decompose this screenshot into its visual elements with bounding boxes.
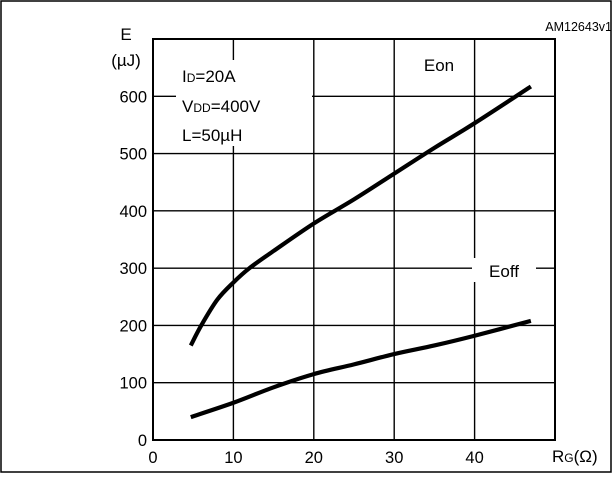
condition-vdd-symbol: V (182, 97, 194, 116)
data-curves (188, 84, 533, 420)
condition-inductance: L=50µH (182, 126, 242, 145)
series-label-eoff: Eoff (472, 258, 536, 282)
y-tick-label: 200 (119, 317, 147, 335)
grid-lines (153, 39, 555, 440)
series-label-eoff-text: Eoff (489, 262, 519, 281)
x-tick-label: 30 (385, 449, 403, 467)
plot-area-border (152, 38, 556, 441)
x-tick-label: 10 (224, 449, 242, 467)
x-axis-label: RG(Ω) (552, 447, 598, 466)
y-tick-label: 600 (119, 88, 147, 106)
x-tick-labels: 0 10 20 30 40 (148, 449, 483, 467)
condition-id-subscript: D (187, 71, 196, 85)
y-tick-labels: 0 100 200 300 400 500 600 (119, 88, 147, 450)
condition-supply-voltage: VDD=400V (182, 97, 261, 116)
y-axis-label: E (120, 25, 131, 44)
y-axis-unit: (µJ) (111, 51, 141, 70)
series-label-eon-text: Eon (424, 56, 454, 75)
y-tick-label: 300 (119, 260, 147, 278)
x-axis-label-subscript: G (564, 451, 573, 465)
series-label-eoff-background (472, 258, 536, 282)
figure-id: AM12643v1 (545, 20, 612, 34)
condition-id-value: =20A (195, 67, 236, 86)
x-tick-label: 40 (465, 449, 483, 467)
y-tick-label: 100 (119, 375, 147, 393)
conditions-background (176, 60, 312, 146)
series-label-eon-background (418, 52, 460, 76)
x-tick-label: 20 (305, 449, 323, 467)
test-conditions: ID=20A VDD=400V L=50µH (176, 60, 312, 146)
condition-drain-current: ID=20A (182, 67, 236, 86)
series-label-eon: Eon (418, 52, 460, 76)
x-axis-label-unit: (Ω) (574, 447, 598, 466)
series-line-eon (188, 84, 533, 347)
x-axis-label-main: R (552, 447, 564, 466)
series-line-eoff (190, 318, 532, 420)
condition-vdd-value: =400V (211, 97, 261, 116)
condition-vdd-subscript: DD (193, 101, 211, 115)
y-tick-label: 0 (138, 432, 147, 450)
condition-id-symbol: I (182, 67, 187, 86)
y-tick-label: 400 (119, 203, 147, 221)
x-tick-label: 0 (148, 449, 157, 467)
y-tick-label: 500 (119, 146, 147, 164)
